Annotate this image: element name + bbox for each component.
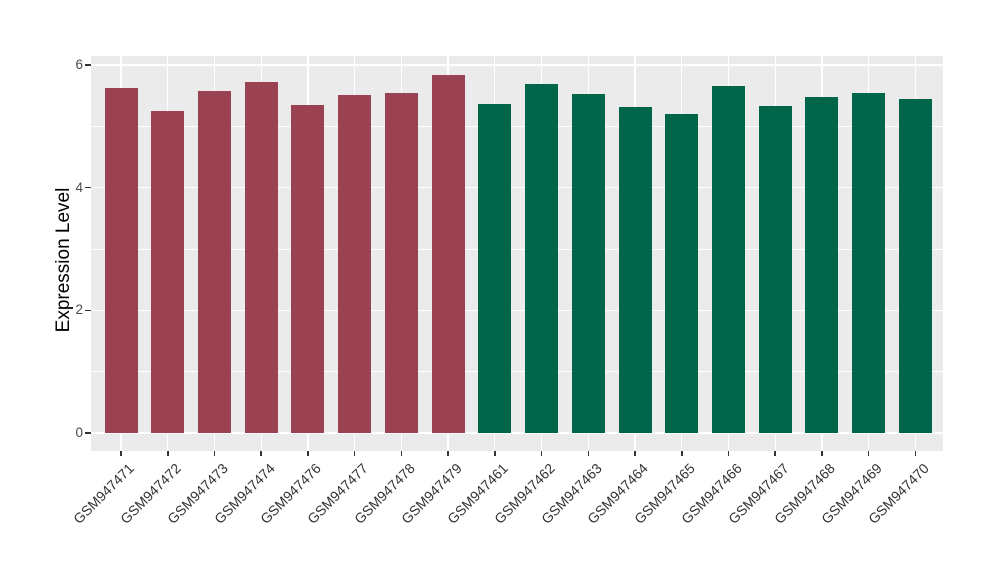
x-tick-mark	[400, 451, 403, 456]
bar-GSM947476	[291, 105, 325, 433]
x-tick-mark	[166, 451, 169, 456]
bar-GSM947467	[758, 106, 792, 433]
gridline-major-y4	[91, 186, 943, 189]
x-tick-mark	[213, 451, 216, 456]
bar-GSM947466	[711, 85, 745, 433]
bar-GSM947478	[384, 93, 418, 433]
y-tick-label: 2	[75, 302, 83, 318]
bar-GSM947471	[104, 88, 138, 433]
bar-GSM947464	[618, 106, 652, 433]
x-tick-mark	[260, 451, 262, 456]
bar-GSM947462	[525, 84, 559, 433]
bar-GSM947465	[665, 114, 699, 433]
bar-GSM947461	[478, 104, 512, 433]
x-tick-mark	[494, 451, 496, 456]
x-tick-mark	[727, 451, 730, 456]
bar-GSM947474	[244, 81, 278, 433]
x-tick-mark	[821, 451, 823, 456]
bar-GSM947468	[805, 96, 839, 433]
x-tick-mark	[867, 451, 870, 456]
x-tick-mark	[120, 451, 122, 456]
x-tick-mark	[680, 451, 683, 456]
bar-GSM947472	[151, 111, 185, 433]
y-tick-label: 4	[75, 179, 83, 195]
y-tick-label: 0	[75, 425, 83, 440]
y-tick-mark	[85, 186, 91, 189]
bar-GSM947479	[431, 74, 465, 433]
x-tick-mark	[634, 451, 636, 456]
bar-GSM947470	[898, 98, 932, 433]
y-tick-mark	[85, 64, 91, 66]
y-tick-mark	[85, 309, 91, 312]
gridline-minor-y3	[91, 248, 943, 250]
x-tick-mark	[447, 451, 449, 456]
x-tick-mark	[587, 451, 590, 456]
x-tick-mark	[353, 451, 356, 456]
x-tick-mark	[307, 451, 309, 456]
bar-GSM947469	[852, 93, 886, 433]
bar-GSM947473	[197, 90, 231, 433]
x-tick-mark	[540, 451, 543, 456]
gridline-minor-y5	[91, 125, 943, 127]
gridline-minor-y1	[91, 371, 943, 373]
x-tick-mark	[774, 451, 776, 456]
gridline-major-y6	[91, 64, 943, 66]
x-tick-mark	[914, 451, 917, 456]
gridline-major-y0	[91, 432, 943, 434]
y-tick-mark	[85, 432, 91, 434]
gridline-major-y2	[91, 309, 943, 312]
bar-GSM947463	[571, 93, 605, 433]
bar-GSM947477	[338, 95, 372, 433]
plot-panel	[91, 56, 943, 451]
y-tick-label: 6	[75, 57, 83, 73]
